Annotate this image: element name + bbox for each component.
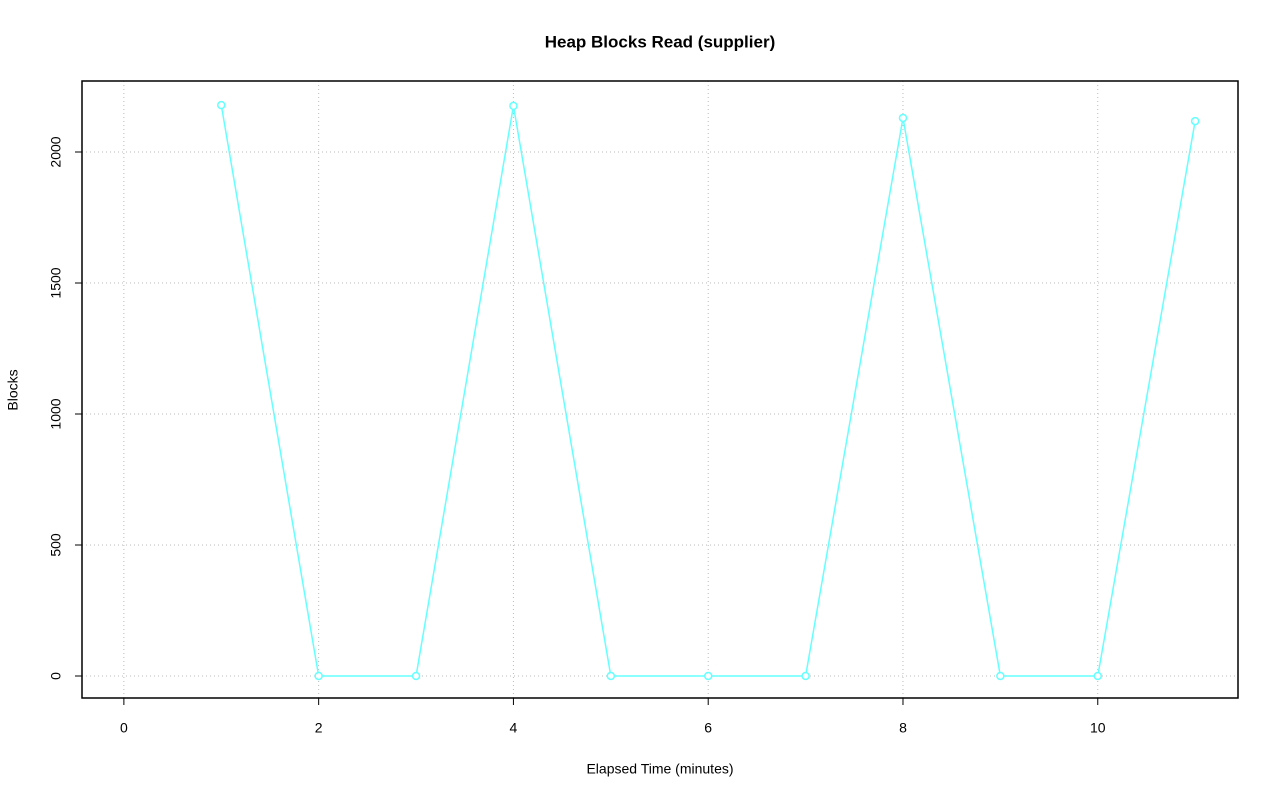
series-line bbox=[220, 104, 1196, 677]
y-tick-label: 0 bbox=[48, 672, 64, 680]
x-tick-label: 0 bbox=[120, 720, 128, 736]
x-tick-label: 2 bbox=[315, 720, 323, 736]
data-point bbox=[314, 671, 323, 681]
x-axis-label: Elapsed Time (minutes) bbox=[586, 761, 733, 777]
data-point bbox=[509, 101, 518, 111]
y-tick-label: 500 bbox=[48, 533, 64, 557]
data-point bbox=[996, 671, 1005, 681]
data-point bbox=[898, 113, 908, 123]
data-point bbox=[703, 671, 713, 681]
data-point bbox=[1190, 116, 1200, 126]
x-tick-label: 4 bbox=[510, 720, 518, 736]
chart-title: Heap Blocks Read (supplier) bbox=[545, 32, 776, 51]
x-tick-label: 6 bbox=[704, 720, 712, 736]
x-tick-label: 8 bbox=[899, 720, 907, 736]
data-point bbox=[1093, 671, 1103, 681]
plot-frame bbox=[81, 80, 1239, 699]
data-point bbox=[411, 671, 421, 681]
data-point bbox=[606, 671, 616, 681]
y-axis-label: Blocks bbox=[5, 369, 21, 410]
y-tick-label: 2000 bbox=[48, 136, 64, 167]
data-point bbox=[217, 100, 226, 110]
data-point bbox=[801, 671, 810, 681]
y-tick-label: 1500 bbox=[48, 267, 64, 298]
y-tick-label: 1000 bbox=[48, 398, 64, 429]
x-tick-label: 10 bbox=[1090, 720, 1106, 736]
